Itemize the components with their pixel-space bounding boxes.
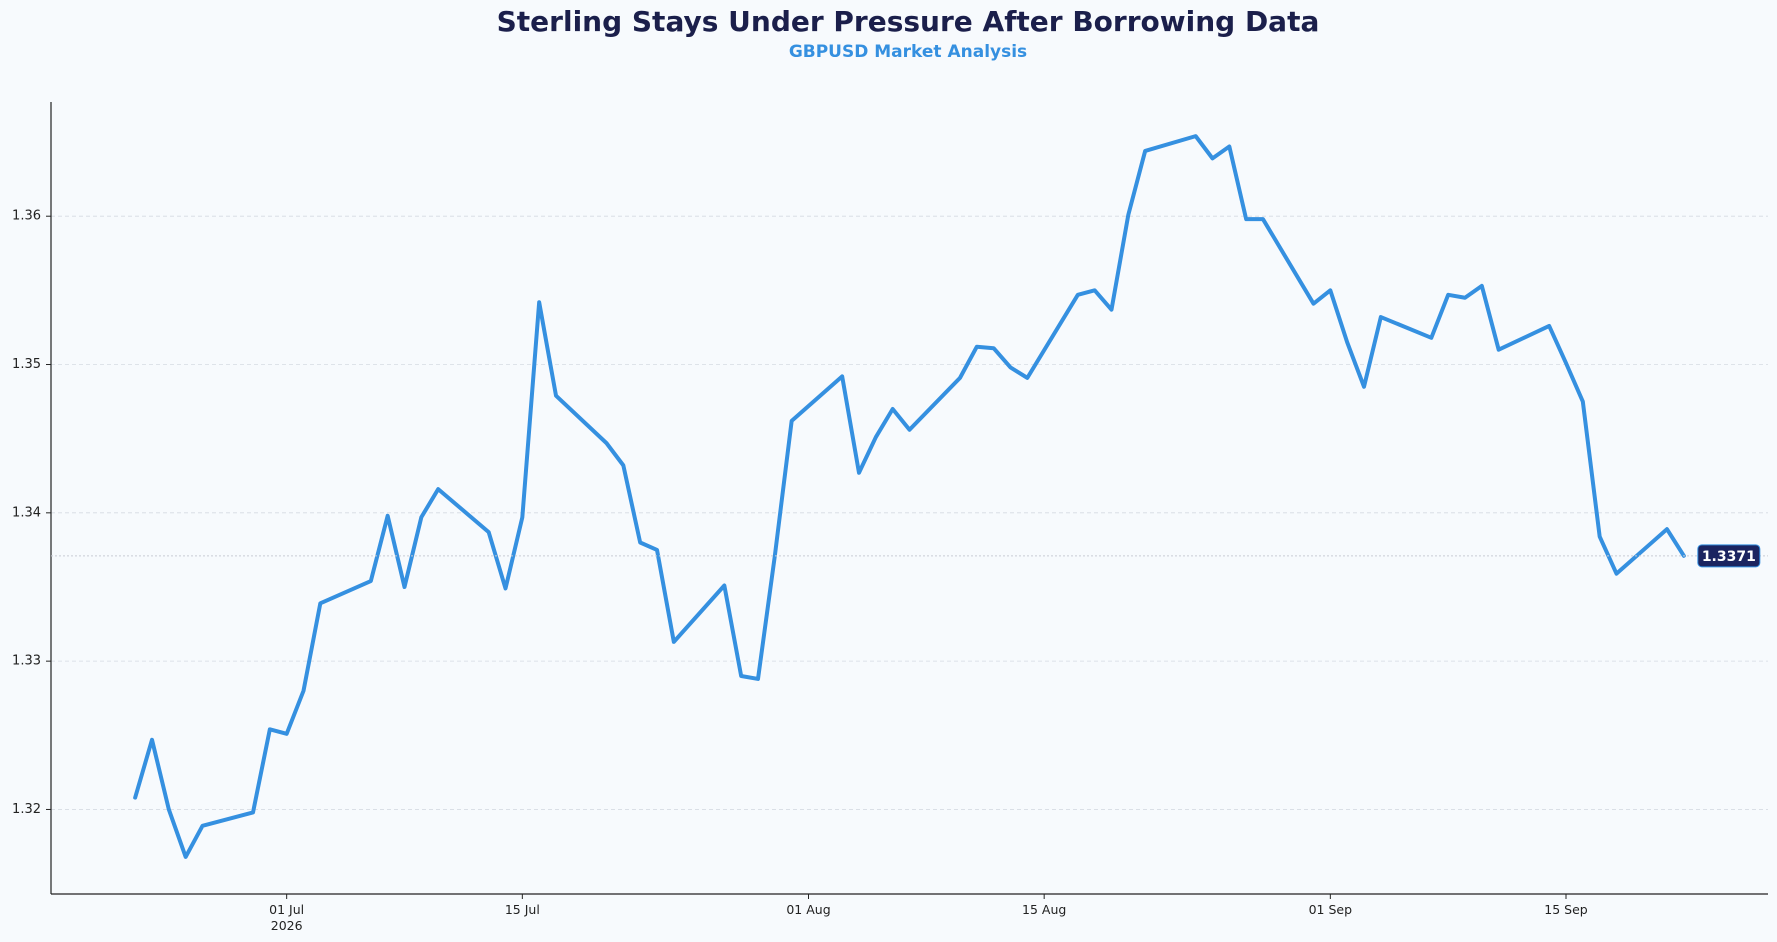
- last-value-label: 1.3371: [1702, 549, 1756, 565]
- y-tick-label: 1.32: [12, 802, 41, 817]
- y-tick-label: 1.33: [12, 654, 41, 669]
- chart-subtitle: GBPUSD Market Analysis: [789, 42, 1027, 62]
- y-tick-label: 1.35: [12, 357, 41, 372]
- chart-title: Sterling Stays Under Pressure After Borr…: [497, 5, 1320, 38]
- y-tick-label: 1.36: [12, 209, 41, 224]
- last-value-box: [1697, 544, 1761, 568]
- price-line: [133, 134, 1686, 859]
- x-tick-label: 01 Sep: [1308, 902, 1353, 917]
- x-tick-label: 15 Jul: [504, 902, 540, 917]
- x-tick-label: 01 Jul 2026: [269, 902, 305, 933]
- x-tick-label: 01 Aug: [786, 902, 831, 917]
- y-tick-label: 1.34: [12, 505, 41, 520]
- x-tick-label: 15 Sep: [1544, 902, 1588, 917]
- x-tick-label: 15 Aug: [1022, 902, 1067, 917]
